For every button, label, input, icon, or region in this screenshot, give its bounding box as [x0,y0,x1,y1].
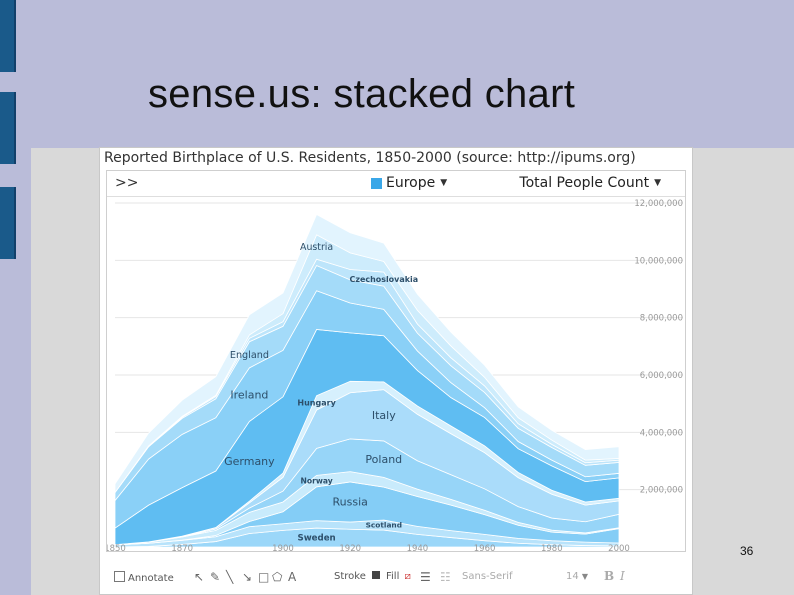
series-label: Russia [333,496,368,509]
stroke-control[interactable]: Stroke [334,571,381,582]
bold-button[interactable]: B [604,569,615,583]
expand-button[interactable]: >> [115,175,139,191]
rectangle-tool-icon[interactable]: □ [258,570,270,584]
x-tick-label: 1920 [339,544,361,551]
x-tick-label: 1850 [107,544,126,551]
text-tool-icon[interactable]: A [288,570,297,584]
stacked-area-chart[interactable]: 2,000,000 4,000,000 6,000,000 8,000,000 10,0… [107,197,685,551]
series-label: England [230,350,269,361]
bottom-toolbar: Annotate ↖ ✎ ╲ ↘ □ ⬠ A Stroke Fill ⧄ ☰ ☷… [108,568,688,588]
series-label: Sweden [297,533,335,543]
line-tool-icon[interactable]: ╲ [226,570,234,584]
series-label: Norway [301,477,333,486]
app-header: Reported Birthplace of U.S. Residents, 1… [104,150,636,166]
line-style-icon[interactable]: ☷ [440,570,451,584]
accent-bar-3 [0,187,16,259]
arrow-tool-icon[interactable]: ↘ [242,570,253,584]
y-tick-label: 12,000,000 [634,199,683,209]
x-tick-label: 1960 [474,544,496,551]
chart-toolbar: >> Europe ▼ Total People Count ▼ [107,171,685,197]
chevron-down-icon: ▼ [581,572,589,581]
y-tick-label: 10,000,000 [634,256,683,266]
chart-box: >> Europe ▼ Total People Count ▼ 2,000,0… [106,170,686,552]
sense-us-app: Reported Birthplace of U.S. Residents, 1… [99,147,693,595]
fill-label: Fill [386,571,400,582]
fill-control[interactable]: Fill ⧄ [386,571,411,582]
region-dropdown[interactable]: Europe ▼ [371,175,447,191]
x-tick-label: 1940 [407,544,429,551]
page-number: 36 [740,544,754,558]
y-tick-label: 8,000,000 [640,314,683,324]
measure-dropdown[interactable]: Total People Count ▼ [519,175,661,191]
font-size-select[interactable]: 14 ▼ [566,571,588,582]
series-label: Germany [224,455,275,468]
font-family-select[interactable]: Sans-Serif [462,571,513,582]
series-label: Italy [372,409,396,422]
series-label: Austria [300,242,333,253]
series-label: Scotland [366,521,402,530]
chevron-down-icon: ▼ [440,178,448,188]
region-label: Europe [386,175,436,191]
series-label: Poland [365,453,402,466]
checkbox-icon [114,571,125,582]
area-layer-other[interactable] [114,213,620,494]
series-label: Ireland [230,388,268,401]
x-tick-label: 2000 [608,544,630,551]
annotate-label: Annotate [128,573,174,584]
accent-bar-2 [0,92,16,164]
slide-title: sense.us: stacked chart [148,72,576,116]
y-tick-label: 2,000,000 [640,486,683,496]
italic-button[interactable]: I [620,569,625,583]
y-tick-label: 6,000,000 [640,371,683,381]
pen-tool-icon[interactable]: ✎ [210,570,221,584]
stroke-label: Stroke [334,571,366,582]
region-swatch-icon [371,177,382,189]
series-label: Czechoslovakia [350,275,419,284]
chevron-down-icon: ▼ [654,178,661,188]
pointer-tool-icon[interactable]: ↖ [194,570,205,584]
x-tick-label: 1900 [272,544,294,551]
y-tick-label: 4,000,000 [640,428,683,438]
ellipse-tool-icon[interactable]: ⬠ [272,570,283,584]
measure-label: Total People Count [519,175,650,191]
accent-bar-1 [0,0,16,72]
annotate-toggle[interactable]: Annotate [114,571,174,584]
x-tick-label: 1870 [171,544,193,551]
line-weight-icon[interactable]: ☰ [420,570,431,584]
series-label: Hungary [297,398,336,407]
x-tick-label: 1980 [541,544,563,551]
font-size-value: 14 [566,571,579,582]
no-fill-icon: ⧄ [404,571,411,582]
stroke-swatch-icon [372,571,381,579]
